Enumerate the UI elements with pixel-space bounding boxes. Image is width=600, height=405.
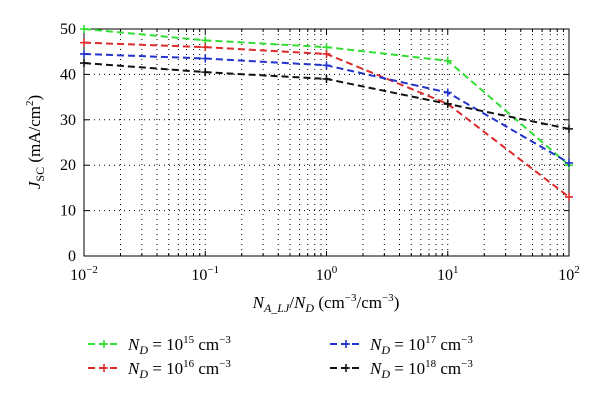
x-tick-labels: 10−2 10−1 100 101 102: [70, 264, 580, 284]
data-point-marker: [565, 192, 573, 201]
data-point-marker: [80, 59, 88, 68]
legend-item-2: ND = 1016 cm−3: [88, 358, 231, 381]
data-point-marker: [443, 99, 452, 108]
data-point-marker: [565, 158, 573, 167]
data-point-marker: [201, 36, 210, 45]
data-point-marker: [80, 38, 88, 47]
data-point-marker: [565, 124, 573, 133]
data-point-marker: [322, 49, 331, 58]
legend-item-4: ND = 1018 cm−3: [330, 358, 473, 381]
y-tick-label: 10: [60, 203, 76, 220]
data-point-marker: [201, 54, 210, 63]
legend-swatch-marker: [100, 364, 108, 372]
x-axis-label: NA_LJ/ND (cm−3/cm−3): [252, 292, 400, 315]
y-tick-label: 20: [60, 157, 76, 174]
y-tick-label: 30: [60, 112, 76, 129]
legend-item-1: ND = 1015 cm−3: [88, 334, 231, 357]
legend-swatch-marker: [342, 340, 350, 348]
y-tick-label: 50: [60, 21, 76, 38]
x-tick-label: 10−1: [191, 264, 219, 284]
x-tick-label: 100: [316, 264, 338, 284]
data-point-marker: [80, 25, 88, 33]
legend-label: ND = 1018 cm−3: [369, 358, 473, 381]
data-point-marker: [322, 74, 331, 83]
y-axis-label: JSC (mA/cm2): [24, 95, 47, 189]
grid: [84, 29, 569, 256]
data-point-marker: [201, 68, 210, 77]
legend-label: ND = 1015 cm−3: [127, 334, 231, 357]
x-tick-label: 101: [437, 264, 459, 284]
data-point-marker: [201, 43, 210, 52]
legend-label: ND = 1016 cm−3: [127, 358, 231, 381]
x-tick-label: 102: [558, 264, 580, 284]
data-point-marker: [322, 43, 331, 52]
legend: ND = 1015 cm−3 ND = 1017 cm−3 ND = 1016 cm…: [88, 334, 473, 381]
series-group: [80, 25, 573, 201]
series-line-3: [83, 52, 570, 164]
y-tick-label: 0: [68, 248, 76, 265]
legend-item-3: ND = 1017 cm−3: [330, 334, 473, 357]
legend-swatch-marker: [342, 364, 350, 372]
legend-label: ND = 1017 cm−3: [369, 334, 473, 357]
data-point-marker: [80, 49, 88, 58]
y-tick-labels: 0 10 20 30 40 50: [60, 21, 76, 265]
data-point-marker: [443, 56, 452, 65]
data-point-marker: [322, 61, 331, 70]
axis-ticks: [83, 28, 569, 257]
legend-swatch-marker: [100, 340, 108, 348]
y-tick-label: 40: [60, 66, 76, 83]
data-point-marker: [443, 88, 452, 97]
x-tick-label: 10−2: [70, 264, 98, 284]
